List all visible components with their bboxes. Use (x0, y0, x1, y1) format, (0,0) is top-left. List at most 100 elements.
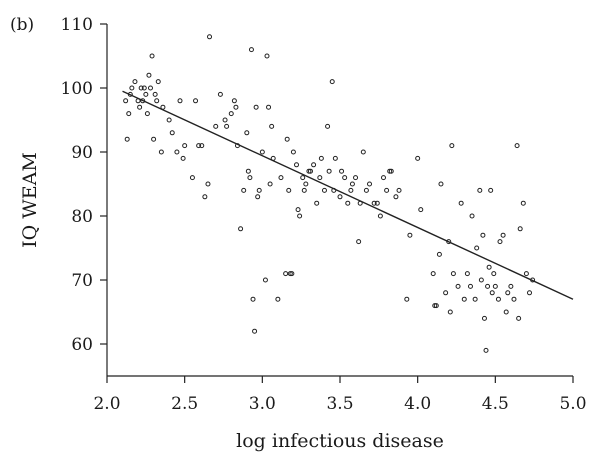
data-point (283, 271, 289, 277)
data-point (478, 277, 484, 283)
data-point (514, 143, 520, 149)
data-point (348, 187, 354, 193)
x-tick-label: 4.0 (404, 394, 431, 414)
data-point (306, 168, 312, 174)
data-point (407, 232, 413, 238)
data-point (287, 271, 293, 277)
data-point (486, 264, 492, 270)
data-point (318, 155, 324, 161)
data-point (326, 168, 332, 174)
data-point (342, 175, 348, 181)
data-point (446, 239, 452, 245)
data-point (443, 290, 449, 296)
data-point (146, 72, 152, 78)
data-point (492, 283, 498, 289)
data-point (491, 271, 497, 277)
data-point (205, 181, 211, 187)
data-point (481, 315, 487, 321)
data-point (147, 85, 153, 91)
data-point (144, 111, 150, 117)
data-point (264, 53, 270, 59)
data-point (244, 130, 250, 136)
data-point (321, 187, 327, 193)
data-point (231, 98, 237, 104)
data-point (497, 239, 503, 245)
data-point (438, 181, 444, 187)
data-point (357, 200, 363, 206)
data-point (503, 309, 509, 315)
data-point (154, 98, 160, 104)
data-point (294, 162, 300, 168)
data-point (349, 181, 355, 187)
data-point (247, 175, 253, 181)
data-point (275, 296, 281, 302)
data-point (233, 104, 239, 110)
data-point (505, 290, 511, 296)
data-point (160, 104, 166, 110)
data-point (217, 91, 223, 97)
x-axis-label: log infectious disease (236, 430, 444, 452)
data-point (371, 200, 377, 206)
data-point (126, 111, 132, 117)
data-point (377, 213, 383, 219)
y-axis-label: IQ WEAM (19, 152, 41, 248)
data-point (234, 143, 240, 149)
data-point (199, 143, 205, 149)
data-point (295, 207, 301, 213)
data-point (248, 47, 254, 53)
data-point (380, 175, 386, 181)
data-point (253, 104, 259, 110)
data-point (266, 104, 272, 110)
data-point (255, 194, 261, 200)
y-tick-label: 60 (71, 335, 93, 355)
data-point (241, 187, 247, 193)
data-point (455, 283, 461, 289)
data-point (149, 53, 155, 59)
data-point (353, 175, 359, 181)
data-point (485, 283, 491, 289)
data-point (367, 181, 373, 187)
data-point (290, 149, 296, 155)
data-point (363, 187, 369, 193)
data-point (262, 277, 268, 283)
data-point (140, 98, 146, 104)
data-point (387, 168, 393, 174)
data-point (182, 143, 188, 149)
data-point (177, 98, 183, 104)
data-point (345, 200, 351, 206)
data-point (202, 194, 208, 200)
data-point (250, 296, 256, 302)
data-points (123, 34, 536, 353)
data-point (415, 155, 421, 161)
data-point (155, 79, 161, 85)
data-point (472, 296, 478, 302)
data-point (196, 143, 202, 149)
data-point (252, 328, 258, 334)
data-point (289, 271, 295, 277)
data-point (447, 309, 453, 315)
data-point (158, 149, 164, 155)
data-point (207, 34, 213, 40)
data-point (331, 187, 337, 193)
data-point (303, 181, 309, 187)
data-point (467, 283, 473, 289)
data-point (500, 232, 506, 238)
data-point (123, 98, 129, 104)
data-point (169, 130, 175, 136)
y-axis-ticks: 60 70 80 90 100 110 (61, 15, 107, 355)
data-point (530, 277, 536, 283)
data-point (259, 149, 265, 155)
data-point (317, 175, 323, 181)
data-point (464, 271, 470, 277)
data-point (450, 271, 456, 277)
y-tick-label: 100 (61, 79, 93, 99)
data-point (527, 290, 533, 296)
data-point (332, 155, 338, 161)
x-tick-label: 2.0 (93, 394, 120, 414)
data-point (311, 162, 317, 168)
data-point (433, 303, 439, 309)
data-point (520, 200, 526, 206)
data-point (495, 296, 501, 302)
data-point (132, 79, 138, 85)
